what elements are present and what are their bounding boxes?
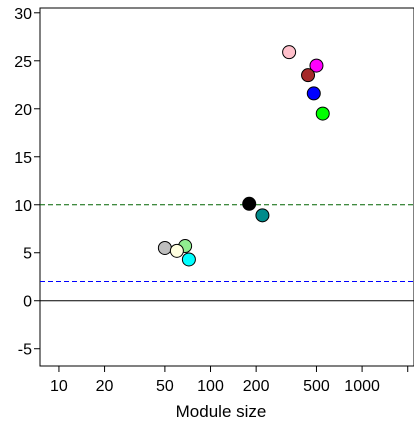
data-point — [157, 240, 172, 255]
data-point — [169, 243, 184, 258]
y-tick-label: 0 — [23, 294, 32, 311]
x-tick-label: 500 — [303, 378, 330, 395]
plot-area-frame — [39, 7, 414, 367]
x-axis: 10 20 50 100 200 500 1000 — [50, 366, 409, 395]
y-tick-label: 10 — [14, 198, 32, 215]
data-point — [255, 208, 270, 223]
data-point — [181, 252, 196, 267]
data-point — [309, 58, 324, 73]
y-tick-label: 20 — [14, 102, 32, 119]
data-point — [315, 106, 330, 121]
data-point — [242, 196, 257, 211]
y-axis: -5 0 5 10 15 20 25 30 — [14, 6, 40, 359]
x-tick-label: 100 — [197, 378, 224, 395]
y-tick-label: 25 — [14, 54, 32, 71]
data-point — [301, 68, 316, 83]
data-point — [282, 45, 297, 60]
reference-lines — [40, 204, 414, 302]
data-points — [157, 45, 330, 267]
x-tick-label: 1000 — [344, 378, 380, 395]
y-tick-label: 5 — [23, 246, 32, 263]
data-point — [306, 86, 321, 101]
y-tick-label: 15 — [14, 150, 32, 167]
x-tick-label: 10 — [50, 378, 68, 395]
y-tick-label: 30 — [14, 6, 32, 23]
y-tick-label: -5 — [18, 342, 32, 359]
x-tick-label: 50 — [156, 378, 174, 395]
x-tick-label: 20 — [96, 378, 114, 395]
x-axis-title: Module size — [176, 402, 267, 421]
x-tick-label: 200 — [243, 378, 270, 395]
